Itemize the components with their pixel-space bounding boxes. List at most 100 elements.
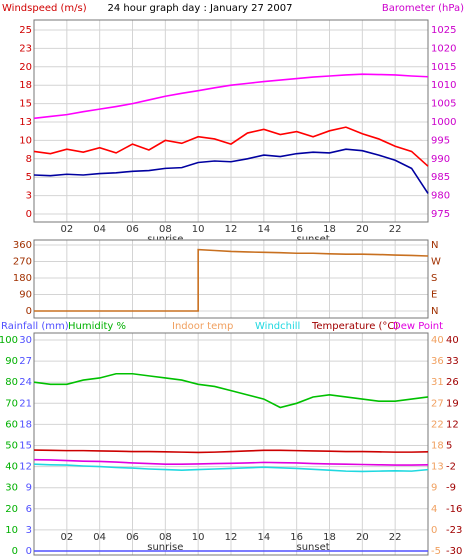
y-tick-label: 5 — [446, 441, 452, 452]
x-tick-label: 08 — [159, 532, 172, 543]
legend-label: Temperature (°C) — [311, 321, 398, 332]
y-tick-label: -23 — [446, 525, 462, 536]
y-tick-label: S — [431, 273, 437, 284]
y-tick-label: 31 — [431, 377, 444, 388]
y-tick-label: 985 — [431, 172, 450, 183]
x-tick-label: 20 — [356, 532, 369, 543]
y-tick-label: 270 — [13, 257, 32, 268]
y-tick-label: 15 — [19, 441, 32, 452]
y-tick-label: 30 — [19, 335, 32, 346]
y-tick-label: 25 — [19, 25, 32, 36]
x-tick-label: 20 — [356, 224, 369, 235]
y-tick-label: 50 — [5, 441, 18, 452]
y-tick-label: 36 — [431, 356, 444, 367]
y-tick-label: 18 — [431, 441, 444, 452]
y-tick-label: 90 — [19, 290, 32, 301]
y-tick-label: 18 — [19, 80, 32, 91]
plot-frame — [33, 19, 429, 223]
x-tick-label: 12 — [225, 224, 238, 235]
series-line — [33, 458, 429, 466]
y-tick-label: 1025 — [431, 25, 456, 36]
x-tick-label: 06 — [126, 532, 139, 543]
series-line — [34, 248, 429, 312]
y-tick-label: 70 — [5, 398, 18, 409]
x-tick-label: 14 — [257, 532, 270, 543]
x-tick-label: 08 — [159, 224, 172, 235]
y-tick-label: 24 — [19, 377, 32, 388]
y-tick-label: 0 — [26, 546, 32, 556]
y-tick-label: 1010 — [431, 80, 456, 91]
x-tick-label: 18 — [323, 532, 336, 543]
y-tick-label: 20 — [5, 504, 18, 515]
y-tick-label: 18 — [19, 419, 32, 430]
y-tick-label: 40 — [5, 462, 18, 473]
y-tick-label: 21 — [19, 398, 32, 409]
plot-frame — [33, 332, 429, 556]
y-tick-label: 0 — [12, 546, 18, 556]
x-tick-label: 06 — [126, 224, 139, 235]
y-tick-label: 0 — [26, 209, 32, 220]
plot-frame — [33, 239, 429, 319]
y-tick-label: -16 — [446, 504, 462, 515]
y-tick-label: -2 — [446, 462, 456, 473]
y-tick-label: 10 — [5, 525, 18, 536]
x-tick-label: 18 — [323, 224, 336, 235]
y-tick-label: 990 — [431, 154, 450, 165]
y-tick-label: -9 — [446, 483, 456, 494]
chart-title: 24 hour graph day : January 27 2007 — [108, 3, 293, 14]
y-tick-label: 26 — [446, 377, 459, 388]
y-tick-label: 180 — [13, 273, 32, 284]
y-tick-label: 40 — [446, 335, 459, 346]
x-tick-label: 16 — [290, 224, 303, 235]
y-tick-label: 360 — [13, 240, 32, 251]
x-tick-label: 16 — [290, 532, 303, 543]
x-tick-label: 22 — [389, 224, 402, 235]
series-line — [33, 449, 429, 454]
y-tick-label: 20 — [19, 62, 32, 73]
y-tick-label: 0 — [26, 306, 32, 317]
y-tick-label: 10 — [19, 135, 32, 146]
x-tick-label: 14 — [257, 224, 270, 235]
y-tick-label: W — [431, 257, 441, 268]
y-tick-label: -30 — [446, 546, 462, 556]
legend-label: Dew Point — [393, 321, 443, 332]
x-tick-label: 02 — [60, 532, 73, 543]
y-tick-label: 19 — [446, 398, 459, 409]
y-tick-label: 3 — [26, 191, 32, 202]
series-line — [33, 148, 429, 194]
x-tick-label: 22 — [389, 532, 402, 543]
y-tick-label: 40 — [431, 335, 444, 346]
y-tick-label: 1000 — [431, 117, 456, 128]
y-tick-label: N — [431, 306, 438, 317]
y-tick-label: -5 — [431, 546, 441, 556]
y-tick-label: 30 — [5, 483, 18, 494]
y-tick-label: 90 — [5, 356, 18, 367]
y-tick-label: 12 — [446, 419, 459, 430]
y-tick-label: 13 — [431, 462, 444, 473]
x-tick-label: 12 — [225, 532, 238, 543]
x-tick-label: 04 — [93, 224, 106, 235]
y-tick-label: E — [431, 290, 437, 301]
legend-label: Humidity % — [68, 321, 126, 332]
y-tick-label: 33 — [446, 356, 459, 367]
x-tick-label: 10 — [192, 532, 205, 543]
y-tick-label: 9 — [431, 483, 437, 494]
y-tick-label: 80 — [5, 377, 18, 388]
legend-label: Rainfall (mm) — [1, 321, 69, 332]
y-tick-label: 5 — [26, 172, 32, 183]
series-line — [33, 73, 429, 120]
y-tick-label: 995 — [431, 135, 450, 146]
y-tick-label: 100 — [0, 335, 18, 346]
y-tick-label: 975 — [431, 209, 450, 220]
legend-label: Barometer (hPa) — [382, 3, 464, 14]
y-tick-label: 8 — [26, 154, 32, 165]
legend-label: Windchill — [255, 321, 300, 332]
x-tick-label: 02 — [60, 224, 73, 235]
annotation: sunrise — [147, 542, 183, 553]
y-tick-label: 15 — [19, 99, 32, 110]
y-tick-label: 980 — [431, 191, 450, 202]
y-tick-label: 4 — [431, 504, 437, 515]
series-line — [33, 463, 429, 473]
y-tick-label: 22 — [431, 419, 444, 430]
